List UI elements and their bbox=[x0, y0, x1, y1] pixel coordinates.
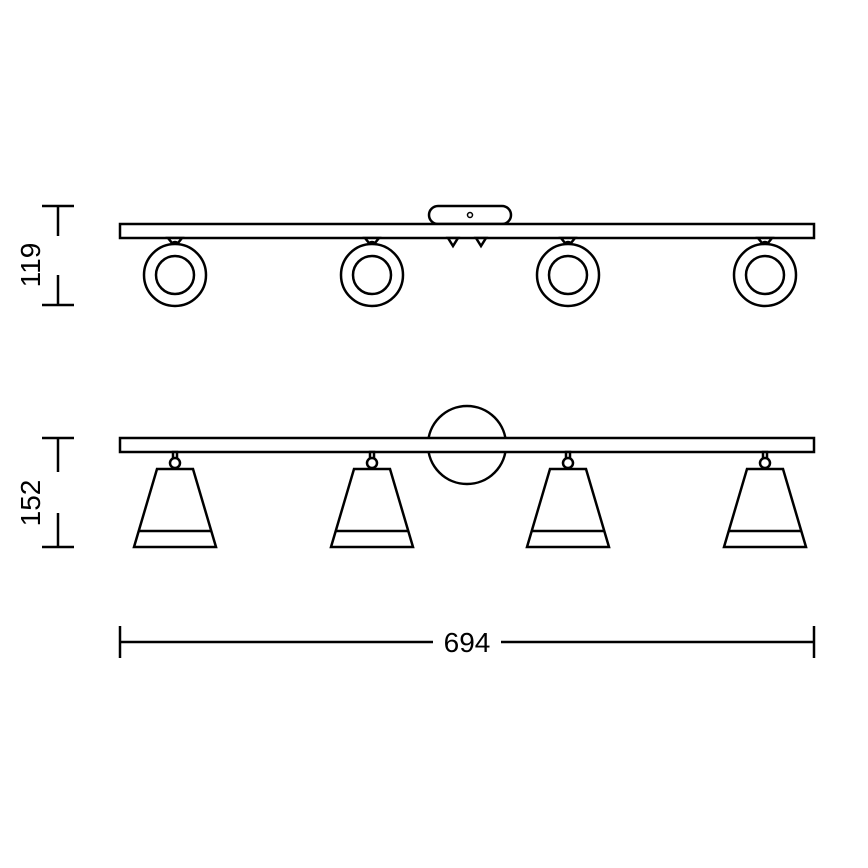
width-dimension: 694 bbox=[120, 626, 814, 658]
technical-drawing: 119 152 694 bbox=[0, 0, 868, 868]
dim-width: 694 bbox=[444, 627, 491, 658]
front-view: 152 bbox=[15, 406, 814, 547]
top-view: 119 bbox=[15, 206, 814, 306]
dim-height-top: 119 bbox=[15, 243, 46, 288]
dim-height-bottom: 152 bbox=[15, 480, 46, 527]
